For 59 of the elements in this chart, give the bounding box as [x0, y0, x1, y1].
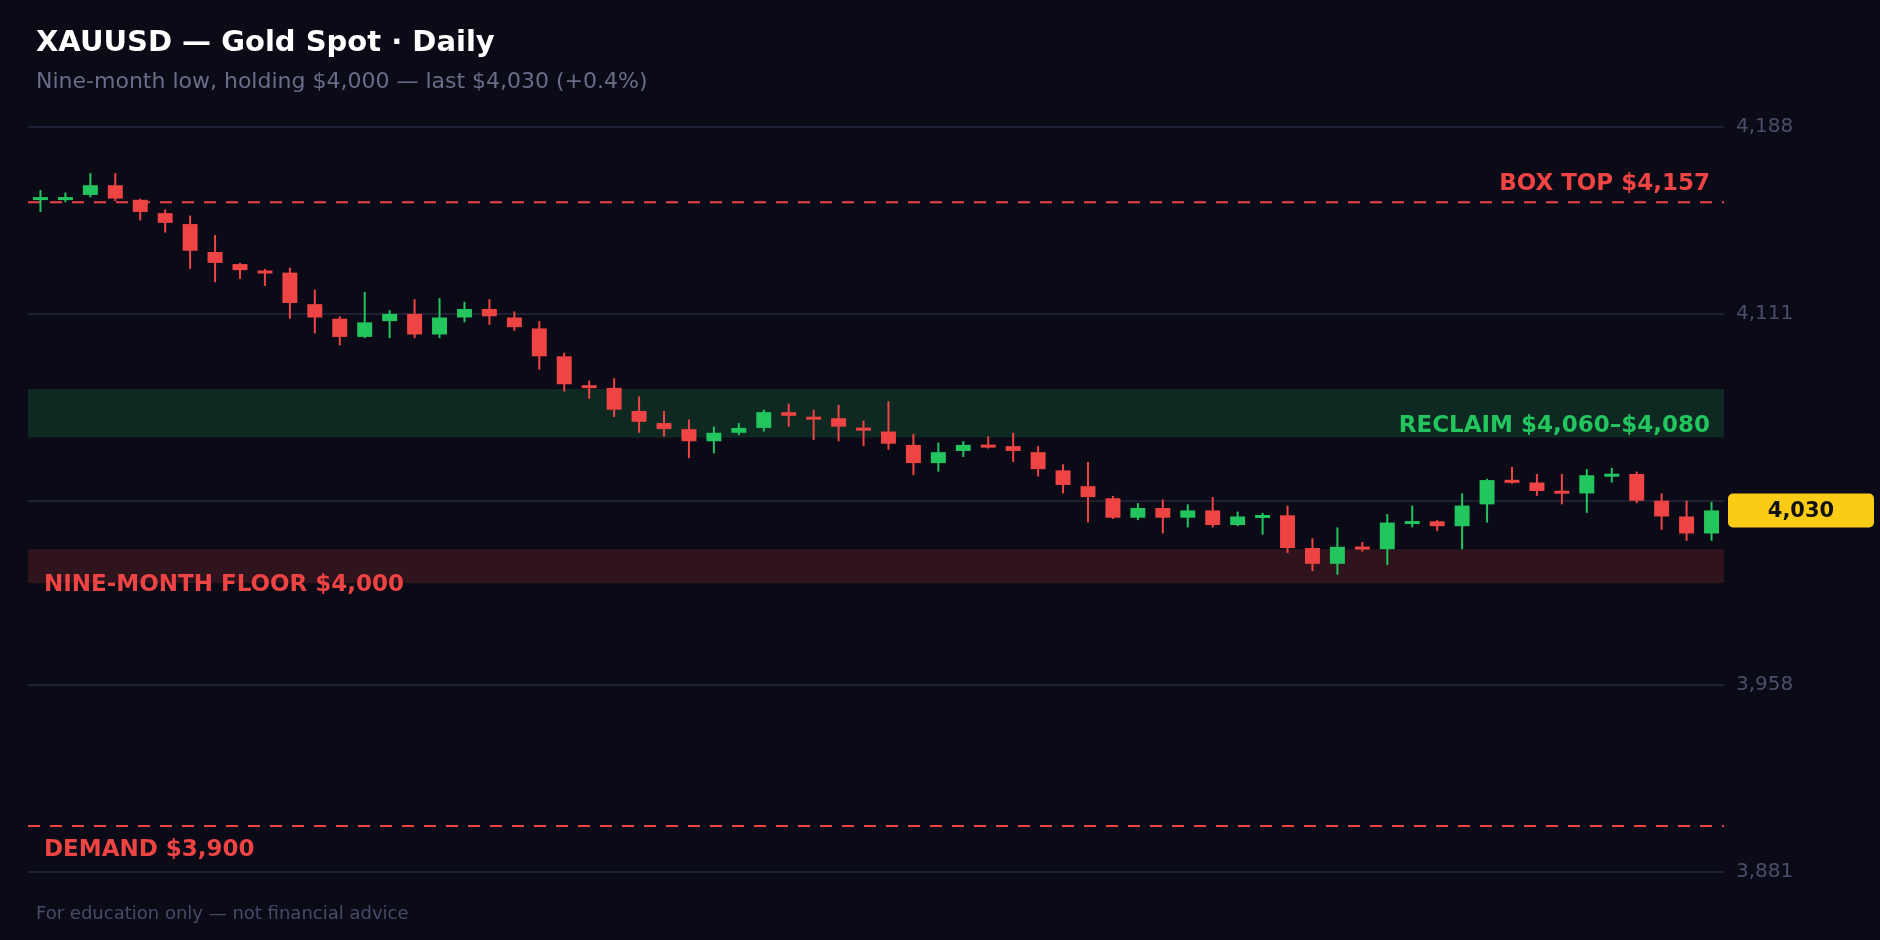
y-tick-label: 4,188 — [1736, 113, 1794, 138]
candlestick — [332, 315, 348, 347]
candlestick — [581, 379, 597, 400]
candlestick — [506, 310, 522, 332]
candlestick — [357, 291, 373, 340]
candlestick — [1030, 445, 1046, 478]
candlestick — [1304, 537, 1320, 573]
candlestick — [1205, 496, 1221, 529]
candlestick — [656, 409, 672, 438]
y-tick-label: 4,111 — [1736, 300, 1794, 325]
candlestick — [1704, 500, 1720, 542]
candlestick — [1080, 460, 1096, 524]
candlestick — [905, 432, 921, 477]
candlestick — [1255, 511, 1271, 536]
candlestick — [157, 208, 173, 234]
candlestick — [32, 189, 48, 213]
candlestick — [82, 172, 98, 199]
candlestick — [1105, 494, 1121, 520]
candlestick — [1579, 468, 1595, 514]
candlestick — [1679, 499, 1695, 542]
candlestick — [382, 309, 398, 340]
ref-line-label: DEMAND $3,900 — [44, 834, 255, 861]
candlestick — [407, 298, 423, 340]
text: For education only — not financial advice — [36, 902, 409, 923]
candlestick — [930, 441, 946, 473]
candlestick — [432, 297, 448, 340]
candlestick — [107, 172, 123, 203]
candlestick — [1005, 431, 1021, 463]
band-label: NINE-MONTH FLOOR $4,000 — [44, 570, 405, 597]
candlestick — [681, 418, 697, 460]
candlestick — [606, 377, 622, 418]
candlestick — [1454, 492, 1470, 551]
y-tick-label: 3,881 — [1736, 858, 1794, 883]
candlestick — [1554, 473, 1570, 506]
chart-title: XAUUSD — Gold Spot · Daily — [36, 24, 495, 58]
candlestick — [1055, 463, 1071, 495]
text: 4,030 — [1767, 497, 1835, 522]
candlestick — [207, 233, 223, 284]
ref-line-label: BOX TOP $4,157 — [1499, 169, 1710, 196]
candlestick — [706, 425, 722, 455]
chart-subtitle: Nine-month low, holding $4,000 — last $4,030 (+0.4%) — [36, 68, 648, 93]
candlestick — [831, 403, 847, 443]
candlestick — [880, 400, 896, 451]
candlestick — [1329, 526, 1345, 576]
candlestick — [1180, 503, 1196, 529]
candlestick — [806, 408, 822, 442]
candlestick — [781, 402, 797, 428]
candlestick — [1404, 504, 1420, 529]
candlestick — [481, 298, 497, 326]
candlestick — [756, 408, 772, 433]
candlestick — [307, 288, 323, 335]
candlestick — [856, 419, 872, 448]
candlestick — [1654, 492, 1670, 531]
candlestick — [456, 300, 472, 324]
candlestick — [631, 395, 647, 434]
candlestick — [1529, 473, 1545, 497]
y-tick-label: 3,958 — [1736, 671, 1794, 696]
candlestick — [1155, 498, 1171, 535]
band-label: RECLAIM $4,060–$4,080 — [1398, 410, 1710, 437]
